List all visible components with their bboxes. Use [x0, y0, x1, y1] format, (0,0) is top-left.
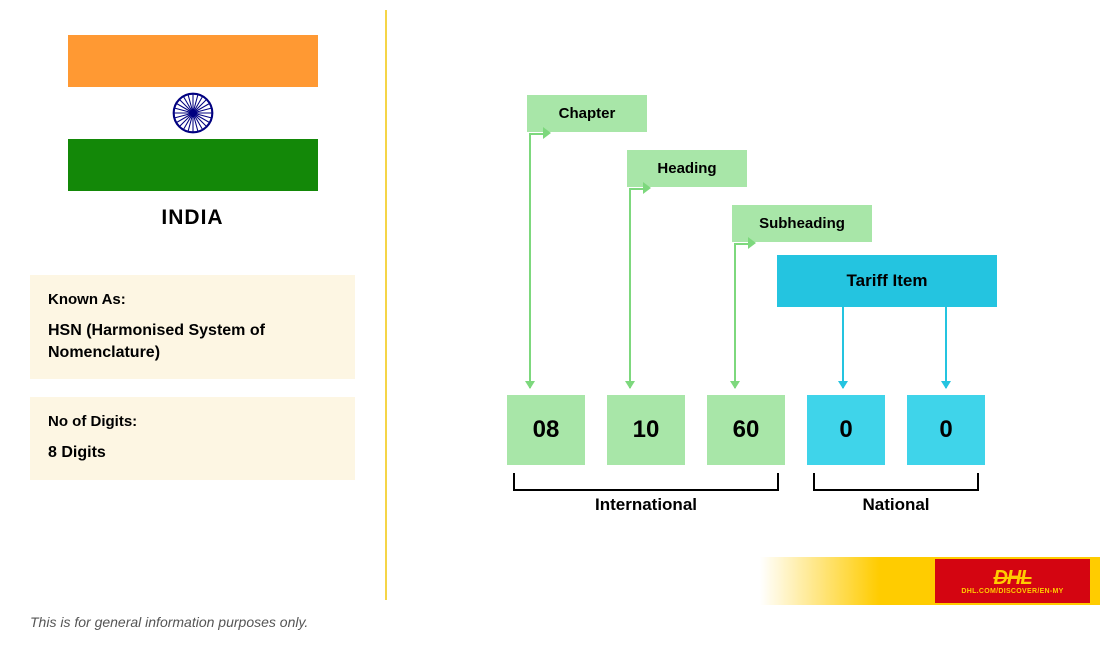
arrow-heading-tip	[643, 182, 651, 194]
digits-box: No of Digits: 8 Digits	[30, 397, 355, 480]
disclaimer-text: This is for general information purposes…	[30, 584, 355, 630]
flag-stripe-saffron	[68, 35, 318, 87]
flag-stripe-white	[68, 87, 318, 139]
arrow-tariff-2	[945, 305, 947, 388]
digit-4: 0	[907, 395, 985, 465]
known-as-value: HSN (Harmonised System of Nomenclature)	[48, 320, 337, 363]
bracket-national	[813, 473, 979, 491]
known-as-label: Known As:	[48, 291, 337, 308]
digit-0: 08	[507, 395, 585, 465]
known-as-box: Known As: HSN (Harmonised System of Nome…	[30, 275, 355, 379]
flag-india	[68, 35, 318, 191]
arrow-subheading	[734, 243, 736, 388]
arrow-tariff-1	[842, 305, 844, 388]
infographic-container: INDIA Known As: HSN (Harmonised System o…	[0, 0, 1100, 650]
digit-1: 10	[607, 395, 685, 465]
arrow-subheading-tip	[748, 237, 756, 249]
bracket-international	[513, 473, 779, 491]
digit-row: 08 10 60 0 0	[507, 395, 985, 465]
country-name: INDIA	[30, 206, 355, 230]
digit-3: 0	[807, 395, 885, 465]
digits-value: 8 Digits	[48, 442, 337, 464]
dhl-badge: DHL DHL.COM/DISCOVER/EN-MY	[935, 559, 1090, 603]
digits-label: No of Digits:	[48, 413, 337, 430]
dhl-url: DHL.COM/DISCOVER/EN-MY	[961, 588, 1063, 595]
flag-stripe-green	[68, 139, 318, 191]
dhl-logo-icon: DHL	[993, 568, 1031, 588]
label-tariff-item: Tariff Item	[777, 255, 997, 307]
left-panel: INDIA Known As: HSN (Harmonised System o…	[0, 0, 385, 650]
arrow-chapter	[529, 133, 531, 388]
right-panel: Chapter Heading Subheading Tariff Item 0…	[387, 0, 1100, 650]
digit-2: 60	[707, 395, 785, 465]
label-national: National	[813, 495, 979, 515]
label-international: International	[513, 495, 779, 515]
arrow-chapter-tip	[543, 127, 551, 139]
arrow-heading	[629, 188, 631, 388]
ashoka-chakra-icon	[172, 92, 214, 134]
